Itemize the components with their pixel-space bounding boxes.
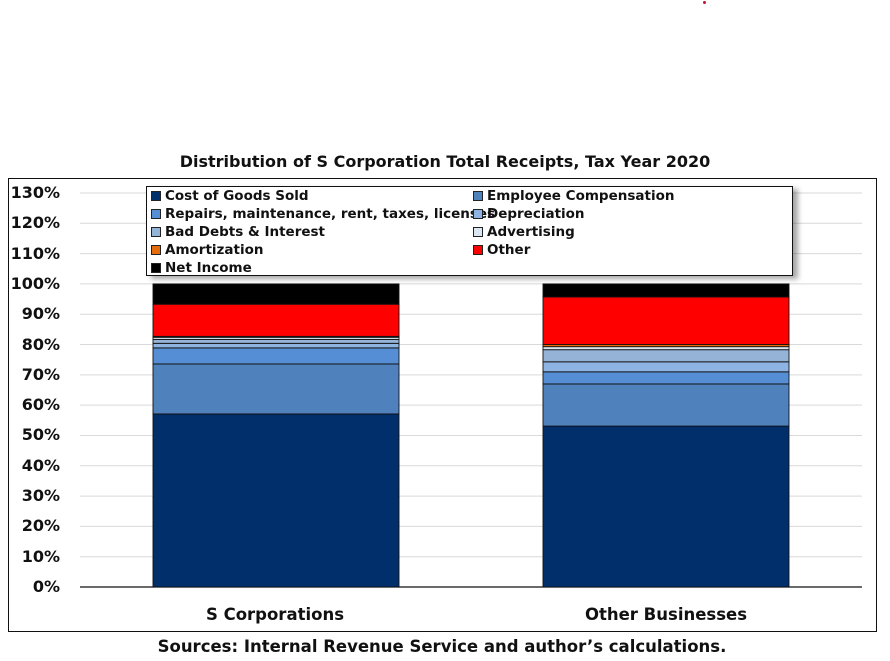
chart-title: Distribution of S Corporation Total Rece… xyxy=(179,152,711,171)
legend-label: Net Income xyxy=(165,260,252,276)
bar-segment-depreciation xyxy=(152,342,400,349)
legend-label: Amortization xyxy=(165,242,264,258)
legend-item: Depreciation xyxy=(473,205,585,223)
bar-segment-cost-of-goods-sold xyxy=(152,413,400,588)
y-tick-label: 120% xyxy=(10,213,60,233)
y-tick-label: 100% xyxy=(10,273,60,293)
source-note: Sources: Internal Revenue Service and au… xyxy=(157,637,727,656)
legend-item: Net Income xyxy=(151,259,252,277)
y-tick-label: 40% xyxy=(21,455,60,475)
bar-segment-cost-of-goods-sold xyxy=(542,425,790,588)
x-tick-label-s-corporations: S Corporations xyxy=(205,605,345,624)
y-tick-label: 0% xyxy=(32,577,60,596)
y-tick-label: 110% xyxy=(10,243,60,263)
legend-item: Advertising xyxy=(473,223,575,241)
y-tick-label: 10% xyxy=(21,546,60,566)
y-tick-label: 80% xyxy=(21,334,60,354)
legend-label: Other xyxy=(487,242,531,258)
legend-swatch xyxy=(473,245,483,255)
bar-segment-other xyxy=(152,303,400,337)
y-tick-label: 50% xyxy=(21,425,60,445)
bar-segment-depreciation xyxy=(542,361,790,373)
legend-label: Repairs, maintenance, rent, taxes, licen… xyxy=(165,206,496,222)
legend-swatch xyxy=(473,209,483,219)
legend-item: Bad Debts & Interest xyxy=(151,223,325,241)
bar-segment-employee-compensation xyxy=(542,383,790,427)
legend-swatch xyxy=(473,227,483,237)
legend-label: Employee Compensation xyxy=(487,188,675,204)
y-tick-label: 30% xyxy=(21,486,60,506)
legend-item: Cost of Goods Sold xyxy=(151,187,309,205)
legend-label: Cost of Goods Sold xyxy=(165,188,309,204)
legend-label: Advertising xyxy=(487,224,575,240)
bar-segment-net-income xyxy=(152,283,400,305)
legend-swatch xyxy=(151,191,161,201)
bar-segment-other xyxy=(542,296,790,345)
bar-segment-bad-debts-interest xyxy=(542,349,790,363)
bar-segment-repairs-maintenance-rent-taxes-licenses xyxy=(152,347,400,365)
legend-item: Employee Compensation xyxy=(473,187,674,205)
legend-swatch xyxy=(473,191,483,201)
legend-item: Other xyxy=(473,241,530,259)
bar-segment-net-income xyxy=(542,283,790,298)
legend-swatch xyxy=(151,227,161,237)
legend-label: Bad Debts & Interest xyxy=(165,224,325,240)
legend-item: Repairs, maintenance, rent, taxes, licen… xyxy=(151,205,495,223)
bar-segment-repairs-maintenance-rent-taxes-licenses xyxy=(542,371,790,385)
bar-segment-employee-compensation xyxy=(152,363,400,415)
red-dot-mark xyxy=(703,1,706,4)
chart-legend: Cost of Goods Sold Employee Compensation R… xyxy=(146,186,793,276)
y-tick-label: 130% xyxy=(10,183,60,202)
bar-segment-bad-debts-interest xyxy=(152,338,400,344)
bar-segment-advertising xyxy=(542,346,790,351)
legend-item: Amortization xyxy=(151,241,263,259)
y-tick-label: 90% xyxy=(21,304,60,324)
x-tick-label-other-businesses: Other Businesses xyxy=(584,605,748,624)
legend-swatch xyxy=(151,263,161,273)
legend-swatch xyxy=(151,209,161,219)
legend-label: Depreciation xyxy=(487,206,585,222)
y-tick-label: 70% xyxy=(21,364,60,384)
y-tick-label: 20% xyxy=(21,516,60,536)
chart-frame xyxy=(8,178,877,632)
legend-swatch xyxy=(151,245,161,255)
y-tick-label: 60% xyxy=(21,395,60,415)
